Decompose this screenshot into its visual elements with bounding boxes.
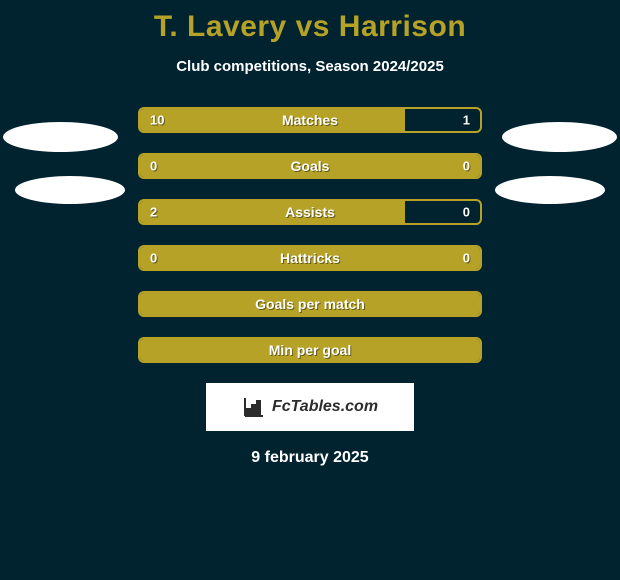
brand-box: FcTables.com [206,383,414,431]
comparison-card: T. Lavery vs Harrison Club competitions,… [0,0,620,580]
stat-label: Assists [140,204,480,220]
comparison-subtitle: Club competitions, Season 2024/2025 [0,58,620,75]
stat-right-value: 0 [463,251,470,266]
stat-bar: 0Hattricks0 [138,245,482,271]
stat-right-value: 1 [463,113,470,128]
stat-label: Goals per match [140,296,480,312]
stat-label: Min per goal [140,342,480,358]
stat-label: Hattricks [140,250,480,266]
stat-label: Matches [140,112,480,128]
stat-bar: 2Assists0 [138,199,482,225]
snapshot-date: 9 february 2025 [0,449,620,467]
chart-icon [242,395,266,419]
stats-block: 10Matches10Goals02Assists00Hattricks0Goa… [0,107,620,363]
stat-right-value: 0 [463,159,470,174]
stat-bar: Min per goal [138,337,482,363]
comparison-title: T. Lavery vs Harrison [0,0,620,44]
stat-bar: 0Goals0 [138,153,482,179]
stat-right-value: 0 [463,205,470,220]
stat-bar: 10Matches1 [138,107,482,133]
stat-label: Goals [140,158,480,174]
brand-text: FcTables.com [272,398,378,416]
stat-bar: Goals per match [138,291,482,317]
